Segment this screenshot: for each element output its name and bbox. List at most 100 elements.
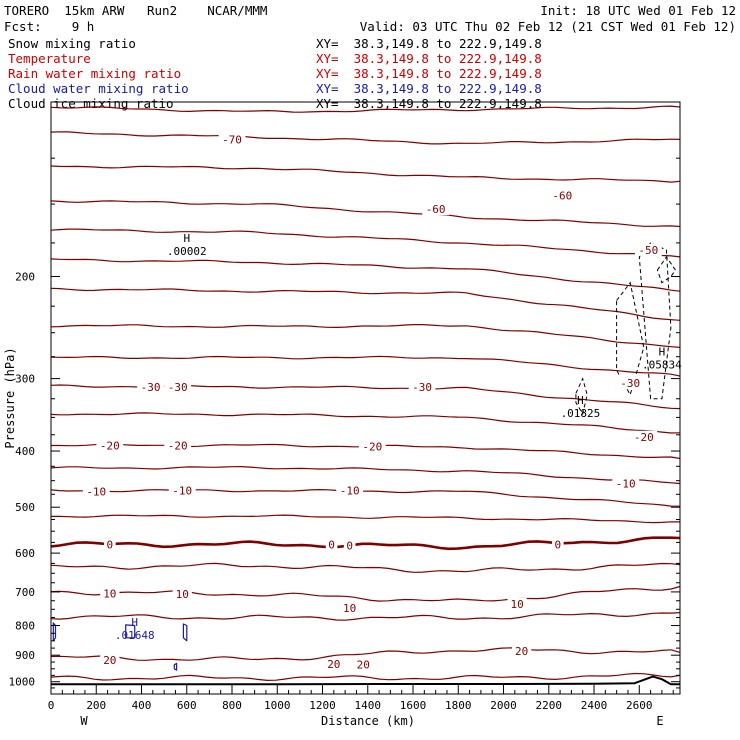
isotherm-label-bg [358,440,386,453]
y-tick-label: 600 [15,547,35,560]
y-tick-label: 500 [15,501,35,514]
y-tick-label: 300 [15,373,35,386]
isotherm-line [50,131,681,145]
x-tick-label: 1400 [355,699,382,712]
x-axis-label: Distance (km) [321,714,415,728]
isotherm-label-bg [630,430,658,443]
isotherm-label: -10 [172,485,192,498]
isotherm-label: -10 [86,486,106,499]
isotherm-line [50,412,681,434]
maximum-value: .01825 [561,407,601,420]
forecast-hour: Fcst: 9 h [4,19,95,34]
legend-xy-temperature: XY= 38.3,149.8 to 222.9,149.8 [316,51,542,66]
isotherm-line [50,672,681,682]
isotherm-label-bg [616,376,644,389]
cloud-water-contour [52,622,57,642]
cloud-ice-contour [656,256,677,284]
isotherm-label: 10 [510,598,523,611]
isotherm-label-bg [172,588,192,601]
model-title: TORERO 15km ARW Run2 NCAR/MMM [4,3,268,18]
legend-xy-snow: XY= 38.3,149.8 to 222.9,149.8 [316,36,542,51]
isotherm-label: -10 [616,477,636,490]
isotherm-label-bg [507,597,527,610]
maximum-value: .00002 [167,245,207,258]
isotherm-line [50,228,681,258]
isotherm-line [50,165,681,183]
legend-name-snow: Snow mixing ratio [8,36,136,51]
isotherm-label-bg [353,658,373,671]
x-end-label-west: W [80,714,88,728]
isotherm-label-bg [343,539,356,552]
isotherm-label-bg [552,538,564,551]
contour-label-layer: -70 -60 -60 -50 -30 -30 -30 -30 -20 -20 -20 -20 -10 -… [82,133,682,672]
maximum-marker: H [577,394,584,407]
axes: 0 200 400 600 800 1000 1200 1400 1600 1800 2000 220… [9,101,681,712]
isotherm-line [50,258,681,292]
isotherm-line [50,324,681,348]
isotherm-line [50,562,681,573]
isotherm-label: 0 [107,539,114,552]
isotherm-label-bg [96,439,124,452]
isotherm-label: 20 [103,654,116,667]
maximum-value: .01648 [115,629,155,642]
isotherm-label-bg [164,439,192,452]
x-tick-label: 1600 [400,699,427,712]
cloud-ice-layer [575,242,677,416]
isotherm-label-bg [104,538,116,551]
isotherm-line [50,536,681,551]
cloud-ice-contour [575,377,588,416]
isotherm-label: -20 [168,439,188,452]
isotherm-label-bg [100,587,120,600]
x-tick-label: 2000 [490,699,517,712]
isotherm-label: 0 [346,539,353,552]
maximum-marker: H [659,345,666,358]
maximum-marker: H [183,232,190,245]
y-tick-label: 800 [15,620,35,633]
isotherm-label: 20 [357,659,370,672]
y-tick-label: 900 [15,649,35,662]
isotherm-line [50,200,681,228]
isotherm-label: -20 [634,431,654,444]
cloud-water-contour [182,623,188,642]
isotherm-label: -20 [362,441,382,454]
isotherm-label-bg [82,485,110,498]
isotherm-label-bg [218,133,246,146]
legend-xy-cloud-ice: XY= 38.3,149.8 to 222.9,149.8 [316,96,542,111]
isotherm-label-bg [634,243,662,256]
isotherm-line [51,514,681,524]
x-tick-label: 1800 [445,699,472,712]
isotherm-line [50,488,681,507]
isotherm-line [50,647,681,661]
isotherm-label: -70 [222,133,242,146]
y-tick-label: 200 [15,271,35,284]
isotherm-line [50,465,681,485]
cloud-ice-contour [616,281,645,397]
cloud-water-contour [173,662,178,671]
y-tick-label: 400 [15,445,35,458]
maximum-value: .05834 [642,358,682,371]
isotherm-label: 10 [103,588,116,601]
x-tick-label: 600 [177,699,197,712]
legend-name-rain: Rain water mixing ratio [8,66,182,81]
isotherm-label-bg [324,657,344,670]
isotherm-label: 0 [555,539,562,552]
legend-xy-rain: XY= 38.3,149.8 to 222.9,149.8 [316,66,542,81]
valid-time: Valid: 03 UTC Thu 02 Feb 12 (21 CST Wed … [359,19,736,34]
isotherm-label: 0 [328,539,335,552]
cloud-ice-contour [638,242,672,400]
isotherm-label-bg [100,654,120,667]
terrain-layer [51,675,680,686]
isotherm-line [50,585,681,602]
isotherm-label: -20 [100,439,120,452]
isotherm-label: -10 [340,485,360,498]
isotherm-label-bg [512,645,532,658]
x-tick-label: 2400 [581,699,608,712]
x-tick-label: 1200 [309,699,336,712]
isotherm-label: -30 [141,381,161,394]
isotherm-label-bg [340,601,360,614]
isotherm-label: -30 [412,381,432,394]
isotherm-label-bg [548,189,576,202]
isotherm-label-bg [164,380,192,393]
isotherm-label: -60 [426,203,446,216]
